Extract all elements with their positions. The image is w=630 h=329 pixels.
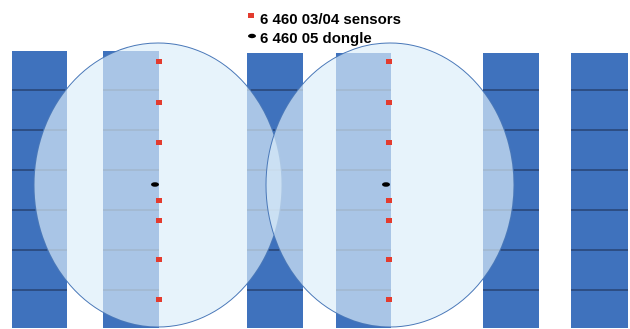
sensor-marker-icon [156,140,162,145]
column-6 [571,53,628,328]
sensor-array-left [156,59,162,302]
sensor-marker-icon [386,218,392,223]
sensor-array-right [386,59,392,302]
sensor-marker-icon [156,59,162,64]
sensor-marker-icon [386,257,392,262]
dongle-marker-icon [151,182,159,187]
dongle-marker-icon [382,182,390,187]
sensor-marker-icon [156,198,162,203]
sensor-marker-icon [156,297,162,302]
sensor-marker-icon [248,13,254,18]
sensor-marker-icon [386,140,392,145]
sensor-marker-icon [386,100,392,105]
coverage-area-right [265,42,515,328]
sensor-marker-icon [386,297,392,302]
sensor-marker-icon [386,198,392,203]
legend-dongle-label: 6 460 05 dongle [260,30,372,47]
sensor-marker-icon [386,59,392,64]
sensor-marker-icon [156,100,162,105]
sensor-marker-icon [156,218,162,223]
legend: 6 460 03/04 sensors 6 460 05 dongle [248,11,401,47]
dongle-marker-icon [248,33,256,39]
legend-sensor-label: 6 460 03/04 sensors [260,11,401,28]
sensor-marker-icon [156,257,162,262]
